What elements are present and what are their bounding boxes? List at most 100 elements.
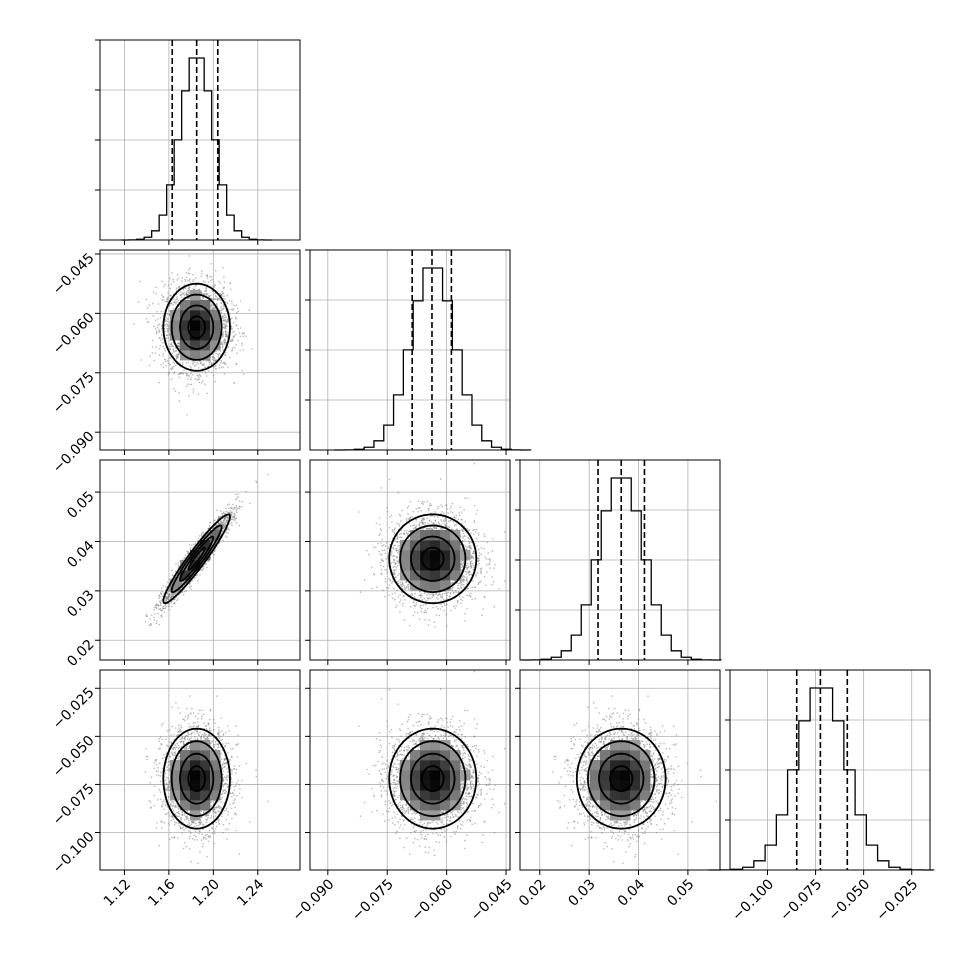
scatter-point [161, 294, 163, 297]
scatter-point [145, 298, 148, 301]
scatter-point [203, 364, 205, 366]
scatter-point [192, 279, 195, 281]
scatter-point [162, 605, 165, 608]
scatter-point [173, 372, 175, 375]
scatter-point [235, 506, 237, 509]
scatter-point [214, 269, 217, 272]
scatter-point [153, 616, 155, 619]
scatter-point [192, 360, 195, 363]
scatter-point [173, 387, 175, 390]
scatter-point [170, 345, 173, 348]
scatter-point [210, 371, 213, 374]
scatter-point [188, 269, 190, 272]
scatter-point [230, 340, 232, 343]
scatter-point [222, 319, 225, 322]
scatter-point [166, 318, 169, 320]
scatter-point [214, 294, 217, 297]
scatter-point [182, 373, 184, 375]
scatter-point [164, 607, 167, 609]
scatter-point [186, 279, 189, 282]
scatter-point [222, 539, 224, 542]
scatter-point [177, 345, 180, 348]
scatter-point [199, 375, 202, 377]
scatter-point [186, 373, 188, 376]
scatter-point [192, 280, 194, 283]
scatter-point [238, 505, 241, 508]
scatter-point [241, 333, 244, 335]
scatter-point [237, 496, 239, 498]
scatter-point [161, 280, 163, 283]
scatter-point [229, 510, 232, 512]
scatter-point [167, 362, 170, 365]
density-cell [210, 320, 221, 331]
scatter-point [196, 361, 198, 364]
scatter-point [208, 525, 211, 527]
scatter-point [235, 333, 237, 336]
scatter-point [186, 550, 188, 553]
scatter-point [201, 273, 203, 275]
scatter-point [232, 308, 235, 310]
scatter-point [225, 519, 228, 521]
scatter-point [189, 383, 191, 386]
scatter-point [171, 574, 174, 576]
scatter-point [187, 361, 190, 364]
scatter-point [152, 315, 154, 317]
scatter-point [192, 543, 195, 546]
scatter-point [155, 286, 157, 289]
scatter-point [176, 298, 178, 301]
scatter-point [164, 358, 166, 361]
scatter-point [155, 292, 157, 295]
scatter-point [197, 379, 199, 381]
scatter-point [173, 598, 176, 601]
scatter-point [241, 369, 243, 372]
scatter-point [195, 378, 198, 381]
scatter-point [200, 382, 203, 384]
scatter-point [172, 278, 174, 281]
scatter-point [185, 590, 187, 592]
scatter-point [148, 364, 151, 367]
scatter-point [241, 505, 243, 508]
scatter-point [167, 331, 169, 333]
scatter-point [214, 367, 217, 370]
scatter-point [223, 327, 225, 329]
histogram-panel-0 [95, 39, 301, 245]
scatter-point [207, 560, 210, 562]
scatter-point [165, 323, 168, 325]
scatter-point [140, 359, 143, 361]
scatter-point [164, 300, 166, 302]
scatter-point [159, 601, 162, 604]
scatter-point [153, 325, 155, 328]
scatter-point [238, 500, 241, 502]
scatter-point [159, 609, 162, 611]
scatter-point [223, 362, 226, 364]
scatter-point [166, 360, 169, 362]
scatter-point [198, 378, 200, 381]
scatter-point [157, 324, 159, 327]
scatter-point [217, 353, 219, 356]
scatter-point [188, 255, 191, 257]
scatter-point [199, 574, 201, 576]
scatter-point [180, 293, 183, 296]
scatter-point [228, 300, 231, 302]
scatter-point [200, 270, 203, 272]
scatter-point [238, 507, 241, 510]
scatter-point [236, 352, 238, 355]
scatter-point [192, 388, 195, 391]
scatter-point [213, 553, 215, 556]
scatter-point [216, 299, 219, 301]
scatter-point [194, 542, 197, 544]
scatter-point [174, 364, 177, 367]
scatter-point [185, 294, 188, 297]
scatter-point [165, 316, 168, 319]
scatter-point [217, 354, 220, 357]
scatter-point [230, 308, 233, 311]
scatter-point [171, 272, 173, 274]
scatter-point [168, 328, 171, 331]
scatter-point [222, 362, 224, 365]
scatter-point [229, 523, 231, 525]
scatter-point [239, 327, 242, 329]
scatter-point [213, 356, 215, 359]
scatter-point [222, 366, 225, 369]
scatter-point [204, 383, 206, 386]
scatter-point [213, 359, 215, 362]
